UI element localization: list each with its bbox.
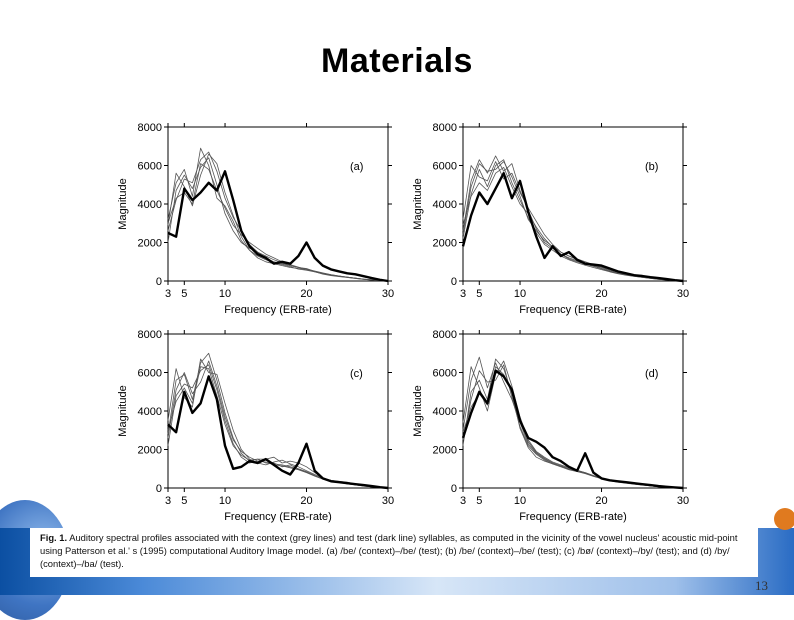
caption-box	[30, 528, 758, 577]
page-number: 13	[755, 578, 768, 593]
decorative-orange-dot	[774, 508, 794, 530]
y-tick-label: 6000	[433, 161, 457, 173]
y-tick-label: 6000	[138, 161, 162, 173]
x-tick-label: 10	[219, 288, 231, 300]
spectral-chart-1: 0 2000 4000 6000 8000 3 5 10 20 30 Frequency (ERB-…	[117, 122, 394, 316]
x-tick-label: 3	[165, 288, 171, 300]
x-tick-label: 10	[219, 495, 231, 507]
x-tick-label: 10	[514, 288, 526, 300]
x-tick-label: 5	[181, 495, 187, 507]
x-tick-label: 30	[382, 495, 394, 507]
y-tick-label: 2000	[138, 238, 162, 250]
spectral-chart-3: 0 2000 4000 6000 8000 3 5 10 20 30 Frequency (ERB-…	[117, 329, 394, 523]
y-tick-label: 6000	[138, 368, 162, 380]
series-line-context	[167, 163, 389, 282]
y-tick-label: 8000	[433, 122, 457, 134]
x-axis-label: Frequency (ERB-rate)	[224, 304, 332, 316]
series-line-test	[167, 375, 389, 490]
x-tick-label: 10	[514, 495, 526, 507]
x-tick-label: 3	[460, 288, 466, 300]
figure-panel: 0 2000 4000 6000 8000 3 5 10 20 30 Frequency (ERB-…	[108, 112, 698, 527]
y-tick-label: 4000	[433, 406, 457, 418]
x-tick-label: 5	[181, 288, 187, 300]
x-axis-label: Frequency (ERB-rate)	[519, 304, 627, 316]
x-tick-label: 5	[476, 288, 482, 300]
plot-frame	[167, 126, 389, 282]
y-tick-label: 6000	[433, 368, 457, 380]
y-tick-label: 2000	[138, 445, 162, 457]
y-tick-label: 0	[451, 276, 457, 288]
x-tick-label: 30	[382, 288, 394, 300]
panel-label: (a)	[350, 161, 363, 173]
y-tick-label: 0	[156, 483, 162, 495]
x-tick-label: 3	[165, 495, 171, 507]
y-tick-label: 4000	[433, 199, 457, 211]
plot-frame	[462, 333, 684, 489]
y-tick-label: 8000	[433, 329, 457, 341]
y-tick-label: 2000	[433, 238, 457, 250]
x-axis-label: Frequency (ERB-rate)	[519, 511, 627, 523]
slide-title: Materials	[321, 42, 473, 80]
series-line-test	[167, 170, 389, 283]
y-axis-label: Magnitude	[117, 385, 129, 436]
panel-label: (b)	[645, 161, 658, 173]
figure-caption: Fig. 1. Auditory spectral profiles assoc…	[40, 531, 756, 570]
x-tick-label: 5	[476, 495, 482, 507]
y-tick-label: 8000	[138, 122, 162, 134]
series-line-test	[461, 172, 684, 283]
panel-label: (c)	[350, 368, 363, 380]
y-tick-label: 8000	[138, 329, 162, 341]
panel-label: (d)	[645, 368, 658, 380]
x-axis-label: Frequency (ERB-rate)	[224, 511, 332, 523]
y-axis-label: Magnitude	[412, 178, 424, 229]
y-tick-label: 0	[451, 483, 457, 495]
y-tick-label: 0	[156, 276, 162, 288]
spectral-chart-2: 0 2000 4000 6000 8000 3 5 10 20 30 Frequency (ERB-…	[412, 122, 689, 316]
plot-frame	[167, 333, 389, 489]
x-tick-label: 20	[595, 288, 607, 300]
x-tick-label: 30	[677, 495, 689, 507]
series-line-test	[461, 369, 684, 490]
x-tick-label: 20	[300, 288, 312, 300]
y-tick-label: 2000	[433, 445, 457, 457]
spectral-chart-4: 0 2000 4000 6000 8000 3 5 10 20 30 Frequency (ERB-…	[412, 329, 689, 523]
x-tick-label: 30	[677, 288, 689, 300]
x-tick-label: 20	[300, 495, 312, 507]
y-tick-label: 4000	[138, 406, 162, 418]
caption-text: Auditory spectral profiles associated wi…	[40, 532, 738, 569]
y-tick-label: 4000	[138, 199, 162, 211]
caption-label: Fig. 1.	[40, 532, 68, 543]
x-tick-label: 3	[460, 495, 466, 507]
x-tick-label: 20	[595, 495, 607, 507]
y-axis-label: Magnitude	[117, 178, 129, 229]
y-axis-label: Magnitude	[412, 385, 424, 436]
